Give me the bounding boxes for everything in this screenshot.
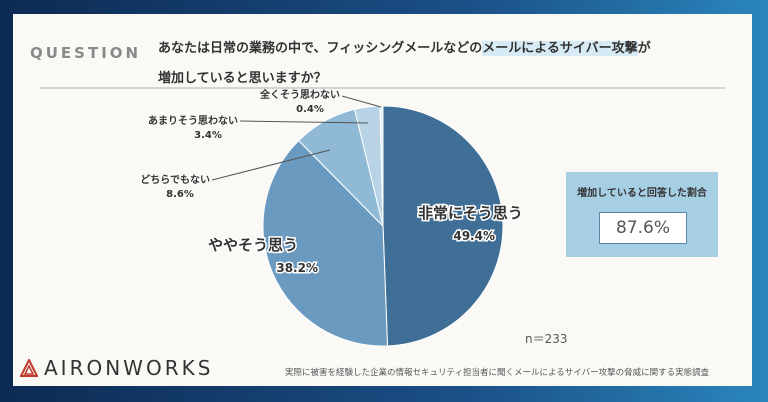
q-pre: あなたは日常の業務の中で、フィッシングメールなどの	[158, 41, 483, 56]
pie-slice	[262, 139, 389, 347]
leader-line	[341, 95, 382, 108]
slice-label: あまりそう思わない	[148, 114, 238, 127]
question-text: あなたは日常の業務の中で、フィッシングメールなどのメールによるサイバー攻撃が増加…	[158, 34, 718, 94]
slice-value: 0.4%	[296, 104, 324, 115]
slice-value: 3.4%	[194, 130, 222, 141]
slice-value: 49.4%	[453, 229, 495, 243]
pie-slice	[382, 105, 504, 347]
logo: AIRONWORKS	[20, 356, 213, 380]
slice-label: 非常にそう思う	[418, 204, 523, 222]
summary-value: 87.6%	[599, 212, 687, 244]
divider	[40, 87, 725, 89]
source-note: 実際に被害を経験した企業の情報セキュリティ担当者に聞くメールによるサイバー攻撃の…	[285, 368, 710, 378]
summary-box: 増加していると回答した割合 87.6%	[566, 172, 718, 257]
q-line2: 増加していると思いますか？	[158, 71, 327, 86]
slice-value: 8.6%	[166, 189, 194, 200]
slice-label: どちらでもない	[140, 173, 210, 186]
q-highlight: メールによるサイバー攻撃	[482, 41, 638, 56]
summary-title: 増加していると回答した割合	[577, 188, 707, 199]
question-label: QUESTION	[30, 44, 142, 62]
slice-label: 全くそう思わない	[259, 88, 340, 101]
leader-line	[239, 120, 369, 124]
leader-line	[211, 149, 331, 181]
sample-size: n＝233	[525, 332, 568, 346]
logo-text: AIRONWORKS	[44, 356, 214, 380]
pie-slice	[379, 105, 384, 227]
slice-value: 38.2%	[276, 261, 318, 275]
q-post: が	[637, 41, 651, 56]
slice-label: ややそう思う	[208, 236, 298, 254]
logo-triangle-icon	[20, 359, 38, 377]
